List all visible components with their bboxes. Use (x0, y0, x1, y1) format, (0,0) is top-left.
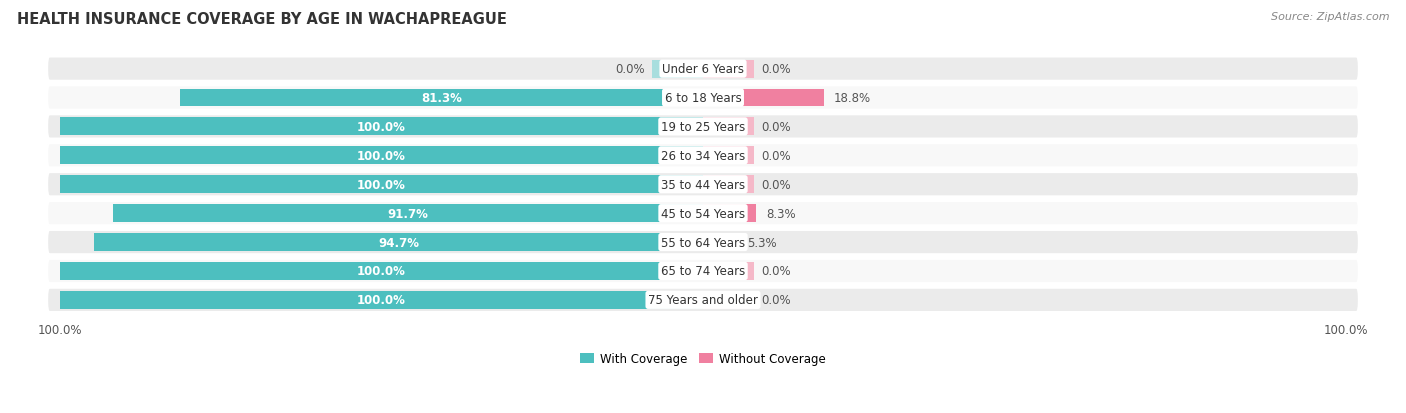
Bar (703, 89, 824, 107)
Text: 0.0%: 0.0% (761, 63, 790, 76)
Text: 100.0%: 100.0% (357, 150, 406, 162)
Bar (60, 118, 703, 136)
Text: 0.0%: 0.0% (761, 265, 790, 278)
Bar (60, 147, 703, 165)
FancyBboxPatch shape (48, 202, 1358, 226)
Text: 26 to 34 Years: 26 to 34 Years (661, 150, 745, 162)
FancyBboxPatch shape (48, 57, 1358, 81)
Bar (703, 233, 737, 252)
Text: 45 to 54 Years: 45 to 54 Years (661, 207, 745, 220)
FancyBboxPatch shape (48, 86, 1358, 110)
Text: 65 to 74 Years: 65 to 74 Years (661, 265, 745, 278)
Text: 0.0%: 0.0% (616, 63, 645, 76)
Text: 6 to 18 Years: 6 to 18 Years (665, 92, 741, 105)
Text: 94.7%: 94.7% (378, 236, 419, 249)
Text: 0.0%: 0.0% (761, 178, 790, 191)
FancyBboxPatch shape (48, 115, 1358, 139)
Bar (180, 89, 703, 107)
Bar (60, 262, 703, 280)
Text: 100.0%: 100.0% (357, 121, 406, 133)
Text: 19 to 25 Years: 19 to 25 Years (661, 121, 745, 133)
FancyBboxPatch shape (48, 173, 1358, 197)
Legend: With Coverage, Without Coverage: With Coverage, Without Coverage (575, 347, 831, 370)
Bar (60, 291, 703, 309)
Text: 0.0%: 0.0% (761, 294, 790, 306)
Text: 55 to 64 Years: 55 to 64 Years (661, 236, 745, 249)
FancyBboxPatch shape (48, 259, 1358, 283)
Bar (94, 233, 703, 252)
Text: 81.3%: 81.3% (422, 92, 463, 105)
Bar (703, 176, 755, 194)
Text: HEALTH INSURANCE COVERAGE BY AGE IN WACHAPREAGUE: HEALTH INSURANCE COVERAGE BY AGE IN WACH… (17, 12, 506, 27)
Bar (703, 205, 756, 223)
FancyBboxPatch shape (48, 288, 1358, 312)
Text: 75 Years and older: 75 Years and older (648, 294, 758, 306)
Text: Under 6 Years: Under 6 Years (662, 63, 744, 76)
Text: 100.0%: 100.0% (357, 265, 406, 278)
Bar (114, 205, 703, 223)
Text: 0.0%: 0.0% (761, 150, 790, 162)
Text: 0.0%: 0.0% (761, 121, 790, 133)
Text: 100.0%: 100.0% (357, 294, 406, 306)
Bar (60, 176, 703, 194)
Text: 35 to 44 Years: 35 to 44 Years (661, 178, 745, 191)
Text: 91.7%: 91.7% (388, 207, 429, 220)
Text: 100.0%: 100.0% (357, 178, 406, 191)
Bar (703, 118, 755, 136)
FancyBboxPatch shape (48, 230, 1358, 254)
Bar (703, 60, 755, 78)
Text: 5.3%: 5.3% (747, 236, 776, 249)
Bar (703, 291, 755, 309)
FancyBboxPatch shape (48, 144, 1358, 168)
Bar (703, 262, 755, 280)
Text: 8.3%: 8.3% (766, 207, 796, 220)
Bar (651, 60, 703, 78)
Text: 18.8%: 18.8% (834, 92, 870, 105)
Bar (703, 147, 755, 165)
Text: Source: ZipAtlas.com: Source: ZipAtlas.com (1271, 12, 1389, 22)
